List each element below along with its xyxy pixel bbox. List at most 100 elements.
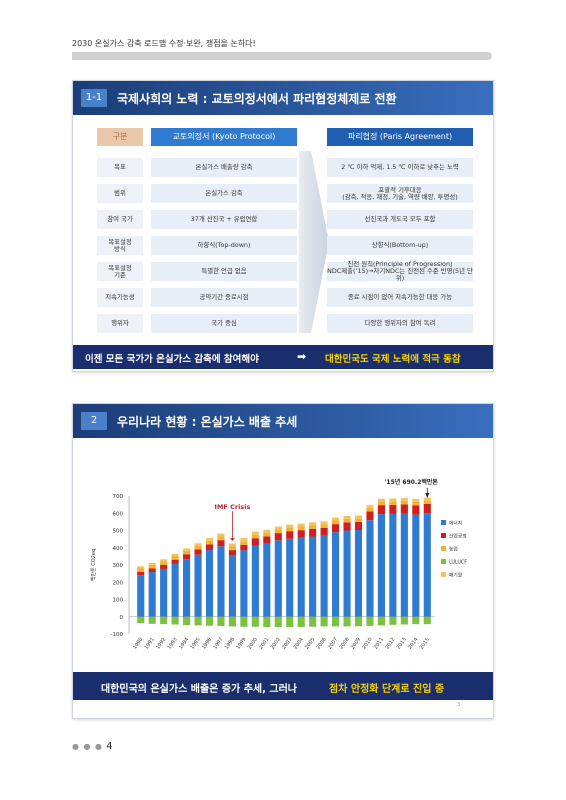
bar-segment-에너지	[217, 546, 225, 617]
bar-segment-LULUCF	[320, 616, 328, 627]
bar-segment-농업	[137, 568, 145, 572]
bar-segment-폐기물	[343, 516, 351, 519]
x-tick-label: 2006	[316, 637, 328, 651]
x-tick-label: 1990	[132, 637, 144, 651]
bar-segment-산업공정	[343, 522, 351, 531]
x-tick-label: 2008	[338, 637, 350, 651]
legend-label: 에너지	[449, 520, 462, 527]
legend-label: 폐기물	[449, 572, 463, 579]
bar-segment-LULUCF	[377, 616, 385, 626]
bar-segment-폐기물	[251, 531, 259, 535]
bar-segment-농업	[309, 525, 317, 529]
bar-segment-LULUCF	[389, 616, 397, 625]
bar-segment-농업	[377, 501, 385, 506]
bar-segment-폐기물	[217, 533, 225, 537]
slide-emission-trend: 2 우리나라 현황 : 온실가스 배출 추세 -100 0 100 200 300 400…	[72, 403, 494, 719]
bar-segment-LULUCF	[274, 616, 282, 628]
bar-segment-폐기물	[389, 498, 397, 502]
bar-segment-에너지	[343, 530, 351, 617]
bar-segment-폐기물	[332, 517, 340, 521]
bar-segment-농업	[171, 556, 179, 560]
bar-segment-폐기물	[412, 498, 420, 502]
column-header-category: 구분	[97, 128, 143, 146]
row-label: 목표설정 방식	[97, 236, 143, 255]
slide-title: 국제사회의 노력 : 교토의정서에서 파리협정체제로 전환	[117, 92, 397, 106]
bar-segment-산업공정	[228, 550, 236, 556]
bar-segment-폐기물	[309, 522, 317, 526]
bar-segment-에너지	[297, 537, 305, 617]
bar-segment-산업공정	[377, 505, 385, 515]
bar-segment-산업공정	[171, 559, 179, 564]
row-label: 목표	[97, 158, 143, 177]
bar-segment-산업공정	[412, 505, 420, 515]
bar-segment-에너지	[309, 536, 317, 617]
bar-segment-LULUCF	[423, 616, 431, 625]
slide-title-bar: 2 우리나라 현황 : 온실가스 배출 추세	[73, 404, 493, 438]
page-number: ● ● ● 4	[72, 741, 113, 752]
x-tick-label: 1998	[224, 637, 236, 651]
bar-segment-LULUCF	[171, 616, 179, 625]
x-tick-label: 1993	[167, 637, 179, 651]
bar-segment-폐기물	[171, 553, 179, 557]
bar-segment-폐기물	[354, 515, 363, 519]
column-header-paris: 파리협정 (Paris Agreement)	[327, 128, 473, 146]
bar-segment-에너지	[377, 514, 385, 617]
x-tick-label: 1992	[155, 637, 167, 651]
bar-segment-LULUCF	[412, 616, 420, 625]
paris-cell: 진전 원칙(Principle of Progression) NDC제출(’1…	[327, 260, 473, 282]
bar-segment-에너지	[228, 555, 236, 617]
x-tick-label: 2010	[361, 637, 373, 651]
kyoto-cell: 하향식(Top-down)	[151, 236, 297, 255]
legend-label: LULUCF	[449, 560, 467, 566]
bar-segment-에너지	[160, 568, 168, 617]
bar-segment-에너지	[171, 563, 179, 617]
slide-title-bar: 1-1 국제사회의 노력 : 교토의정서에서 파리협정체제로 전환	[73, 81, 493, 115]
bar-segment-에너지	[389, 513, 397, 617]
slide-number: 1-1	[81, 89, 107, 107]
bar-segment-농업	[194, 545, 202, 550]
bar-segment-농업	[148, 564, 156, 569]
bar-segment-폐기물	[377, 498, 385, 502]
x-tick-label: 2009	[350, 637, 362, 651]
bar-segment-에너지	[194, 554, 202, 617]
bar-segment-산업공정	[297, 530, 305, 538]
arrow-right-icon: ➡	[297, 350, 307, 363]
bar-segment-에너지	[240, 550, 248, 617]
bar-segment-산업공정	[366, 511, 374, 521]
kyoto-cell: 국가 중심	[151, 314, 297, 333]
x-tick-label: 1995	[189, 637, 201, 651]
bar-segment-산업공정	[148, 568, 156, 573]
bar-segment-농업	[217, 536, 225, 541]
bar-segment-에너지	[205, 549, 214, 617]
bar-segment-에너지	[286, 538, 294, 617]
paris-cell: 선진국과 개도국 모두 포함	[327, 210, 473, 229]
x-tick-label: 2013	[396, 637, 408, 651]
bar-segment-LULUCF	[148, 616, 156, 624]
column-header-kyoto: 교토의정서 (Kyoto Protocol)	[151, 128, 297, 146]
slide-page-marker: 3	[457, 702, 461, 708]
bar-segment-에너지	[412, 514, 420, 617]
bar-segment-폐기물	[320, 521, 328, 525]
bar-segment-LULUCF	[332, 616, 340, 627]
bar-segment-농업	[160, 561, 168, 565]
kyoto-cell: 37개 선진국 + 유럽연합	[151, 210, 297, 229]
paris-cell: 다양한 행위자의 참여 독려	[327, 314, 473, 333]
kyoto-cell: 온실가스 배출량 감축	[151, 158, 297, 177]
paris-cell: 포괄적 기후대응 (감축, 적응, 재정, 기술, 역량 배양, 투명성)	[327, 184, 473, 203]
kyoto-cell: 특별한 언급 없음	[151, 262, 297, 281]
bar-segment-폐기물	[286, 524, 294, 528]
bar-segment-에너지	[274, 540, 282, 617]
bar-segment-LULUCF	[343, 616, 351, 627]
bar-segment-LULUCF	[400, 616, 408, 625]
bar-segment-농업	[251, 534, 259, 539]
bar-segment-산업공정	[286, 531, 294, 539]
x-tick-label: 2015	[419, 637, 431, 651]
row-label: 행위자	[97, 314, 143, 333]
y-tick-label: 600	[113, 511, 124, 517]
x-tick-label: 2000	[247, 637, 259, 651]
bar-segment-농업	[400, 500, 408, 505]
bar-segment-에너지	[366, 520, 374, 617]
bar-segment-LULUCF	[263, 616, 271, 628]
bar-segment-폐기물	[194, 543, 202, 546]
